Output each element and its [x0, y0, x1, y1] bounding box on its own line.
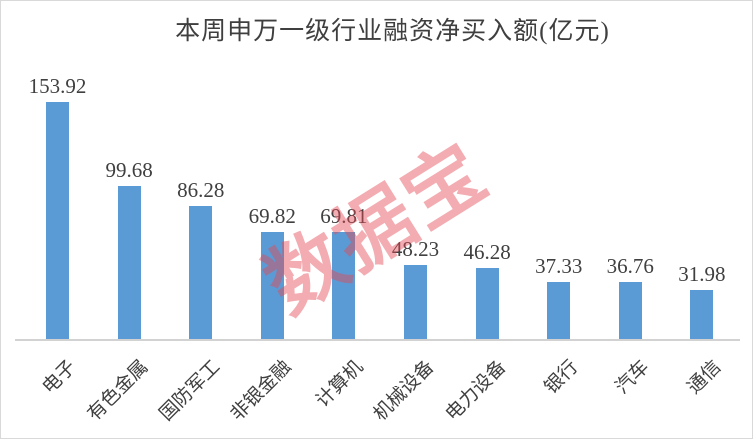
bar-8: [547, 281, 571, 339]
bar-5: [332, 231, 356, 339]
bar-value-label-3: 86.28: [177, 178, 225, 203]
bar-3: [189, 206, 213, 339]
bar-value-label-7: 46.28: [463, 239, 511, 264]
category-label-9: 汽车: [611, 356, 654, 399]
category-label-1: 电子: [39, 356, 81, 399]
chart-title: 本周申万一级行业融资净买入额(亿元): [175, 18, 610, 45]
bar-10: [690, 289, 714, 339]
bar-value-label-10: 31.98: [678, 261, 726, 286]
category-label-8: 银行: [540, 356, 583, 399]
x-axis-line: [15, 339, 740, 341]
bar-6: [404, 264, 427, 339]
bar-value-label-2: 99.68: [105, 157, 153, 182]
bar-value-label-4: 69.82: [248, 203, 296, 228]
bar-7: [475, 267, 499, 339]
category-label-5: 计算机: [312, 356, 368, 412]
bar-4: [260, 231, 284, 339]
bar-1: [46, 102, 69, 339]
bar-value-label-5: 69.81: [320, 203, 368, 228]
bar-value-label-6: 48.23: [391, 236, 440, 261]
category-label-4: 非银金融: [227, 356, 296, 426]
category-label-6: 机械设备: [370, 356, 439, 426]
bar-value-label-8: 37.33: [535, 253, 583, 278]
bar-2: [117, 185, 141, 339]
bar-value-label-1: 153.92: [28, 74, 87, 98]
category-label-10: 通信: [683, 356, 726, 399]
category-label-7: 电力设备: [441, 356, 511, 426]
category-label-2: 有色金属: [83, 356, 153, 426]
bar-9: [618, 282, 642, 339]
bar-value-label-9: 36.76: [606, 254, 654, 279]
category-label-3: 国防军工: [155, 356, 225, 426]
